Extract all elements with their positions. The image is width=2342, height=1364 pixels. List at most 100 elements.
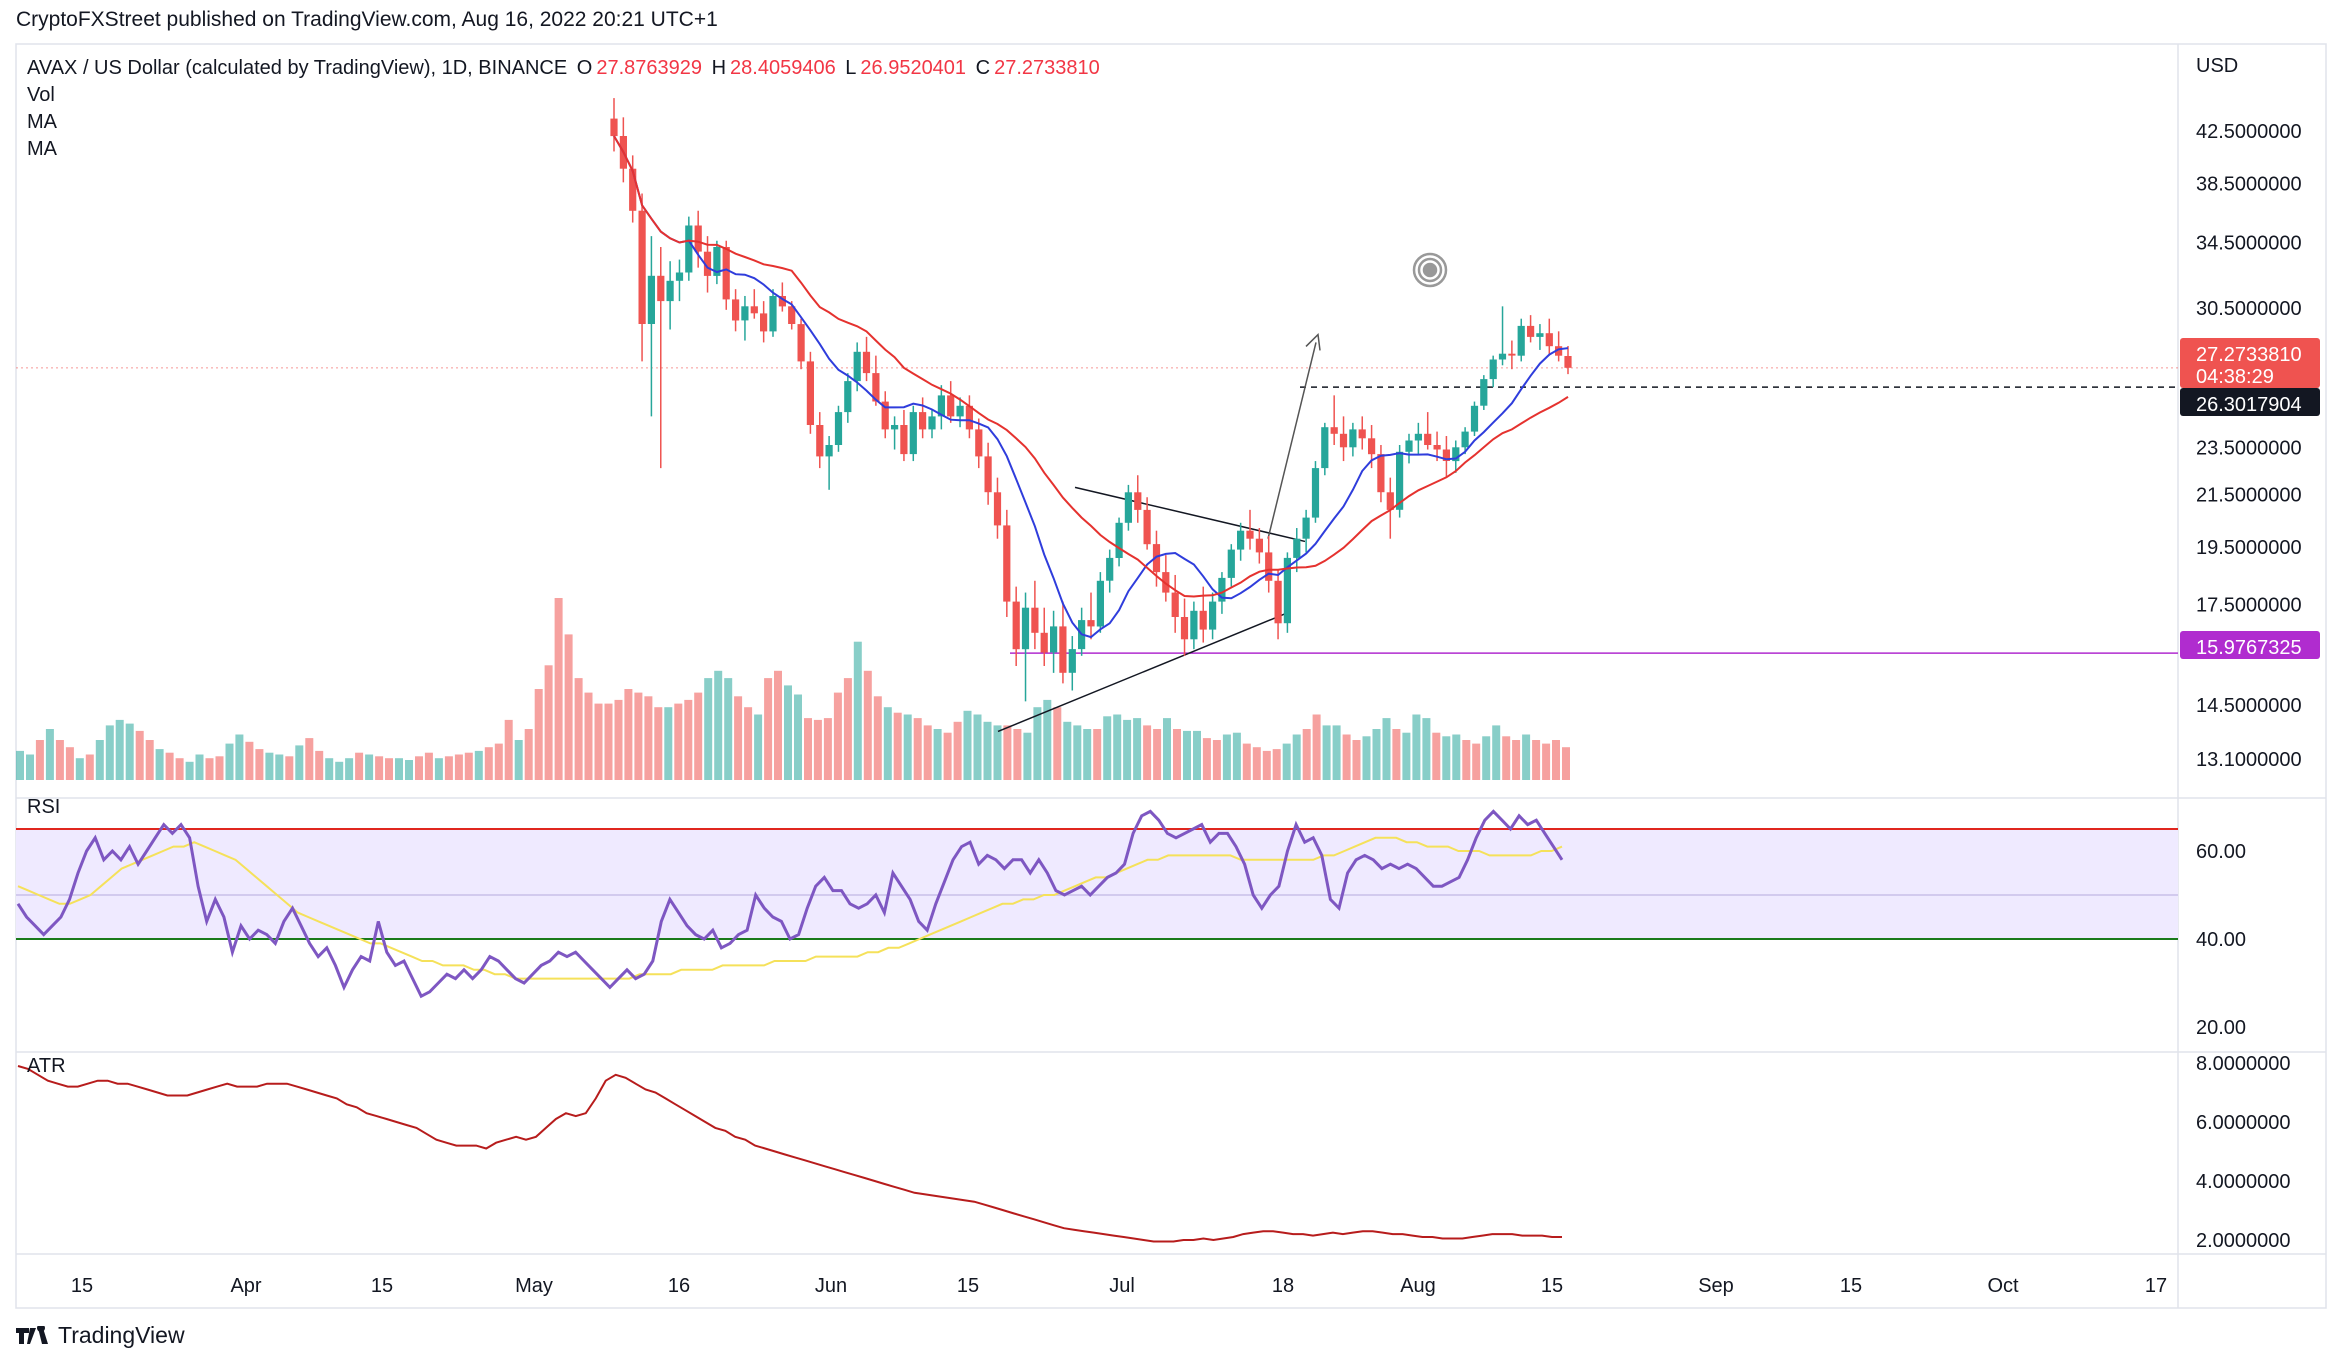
- last-price-badge-text: 27.2733810: [2196, 344, 2302, 366]
- volume-bar: [135, 730, 144, 780]
- candle-body: [928, 416, 936, 430]
- candle-body: [1021, 607, 1030, 650]
- volume-bar: [26, 754, 34, 780]
- volume-bar: [754, 714, 763, 780]
- volume-bar: [1552, 740, 1560, 780]
- volume-bar: [873, 696, 882, 780]
- volume-bar: [1043, 699, 1052, 780]
- volume-bar: [255, 749, 264, 780]
- breakout-arrowhead-icon: [1305, 332, 1321, 351]
- volume-bar: [1312, 714, 1321, 780]
- volume-bar: [1232, 732, 1241, 780]
- candle-body: [1106, 557, 1114, 581]
- volume-bar: [474, 750, 483, 780]
- volume-bar: [634, 692, 643, 780]
- candle-body: [1143, 509, 1151, 545]
- volume-bar: [245, 741, 254, 780]
- candle-body: [1031, 607, 1039, 633]
- candle-body: [1470, 405, 1479, 432]
- rsi-ma-line: [17, 836, 1563, 980]
- volume-bar: [1023, 732, 1032, 780]
- candle-body: [900, 425, 908, 455]
- volume-bar: [564, 634, 573, 780]
- volume-bar: [674, 703, 683, 780]
- volume-bar: [1492, 725, 1501, 780]
- price-tick-label: 38.5000000: [2196, 174, 2302, 196]
- volume-bar: [1242, 743, 1251, 780]
- volume-bar: [1063, 721, 1072, 780]
- volume-bar: [85, 754, 94, 780]
- candle-body: [1246, 530, 1254, 539]
- volume-bar: [1522, 734, 1531, 780]
- candle-body: [666, 280, 674, 302]
- candle-body: [1442, 449, 1450, 461]
- indicator-ma-slow[interactable]: MA: [27, 138, 57, 160]
- time-tick-label: 18: [1272, 1275, 1294, 1297]
- volume-bar: [215, 756, 224, 780]
- time-tick-label: Sep: [1698, 1275, 1734, 1297]
- candle-body: [610, 118, 618, 137]
- volume-bar: [405, 760, 413, 780]
- volume-bar: [1183, 730, 1191, 780]
- volume-bar: [1462, 740, 1471, 780]
- candle-body: [1424, 433, 1432, 445]
- high-value: 28.4059406: [730, 57, 836, 79]
- rsi-tick-label: 40.00: [2196, 929, 2246, 951]
- volume-bar: [335, 761, 344, 780]
- volume-bar: [524, 729, 533, 780]
- volume-bar: [774, 670, 782, 780]
- candle-body: [741, 306, 749, 321]
- candle-body: [1311, 468, 1320, 518]
- candle-body: [1152, 544, 1161, 573]
- volume-bar: [1033, 707, 1042, 780]
- indicator-vol[interactable]: Vol: [27, 84, 55, 106]
- indicator-ma-fast[interactable]: MA: [27, 111, 57, 133]
- volume-bar: [933, 729, 942, 780]
- volume-bar: [1432, 732, 1441, 780]
- volume-bar: [504, 719, 513, 780]
- price-tick-label: 19.5000000: [2196, 537, 2302, 559]
- candle-body: [1180, 617, 1189, 640]
- time-tick-label: Oct: [1987, 1275, 2019, 1297]
- volume-bar: [614, 699, 623, 780]
- volume-bar: [833, 692, 842, 780]
- volume-bar: [275, 754, 284, 780]
- candle-body: [947, 395, 955, 417]
- volume-bar: [484, 747, 493, 780]
- volume-bar: [823, 718, 832, 780]
- volume-bar: [1053, 707, 1062, 780]
- candle-body: [685, 225, 693, 273]
- volume-bar: [1133, 718, 1142, 780]
- volume-bar: [424, 752, 433, 780]
- level-price-badge: 26.3017904: [2180, 388, 2320, 416]
- candle-body: [1452, 447, 1460, 462]
- time-tick-label: 16: [668, 1275, 690, 1297]
- atr-pane-label[interactable]: ATR: [27, 1055, 66, 1077]
- time-tick-label: 15: [1840, 1275, 1862, 1297]
- candle-body: [937, 395, 945, 417]
- symbol-title[interactable]: AVAX / US Dollar (calculated by TradingV…: [27, 57, 568, 79]
- breakout-arrow: [1267, 342, 1317, 539]
- tradingview-footer[interactable]: TradingView: [16, 1322, 185, 1349]
- candle-body: [909, 412, 917, 455]
- volume-bar: [1003, 725, 1012, 780]
- volume-bar: [165, 752, 174, 780]
- candle-body: [1527, 325, 1535, 337]
- candle-body: [975, 429, 983, 457]
- low-label: L: [845, 57, 857, 79]
- candle-body: [1302, 517, 1310, 539]
- volume-bar: [55, 740, 64, 780]
- candle-body: [1545, 333, 1553, 347]
- volume-bar: [554, 598, 563, 780]
- candle-body: [1414, 433, 1422, 441]
- volume-bar: [325, 758, 334, 780]
- symbol-row: AVAX / US Dollar (calculated by TradingV…: [27, 55, 1104, 82]
- volume-bar: [434, 758, 443, 780]
- rsi-pane-label[interactable]: RSI: [27, 796, 61, 818]
- candle-body: [675, 272, 684, 281]
- volume-bar: [813, 719, 822, 780]
- volume-bar: [893, 712, 902, 780]
- time-tick-label: 15: [71, 1275, 93, 1297]
- volume-bar: [464, 752, 473, 780]
